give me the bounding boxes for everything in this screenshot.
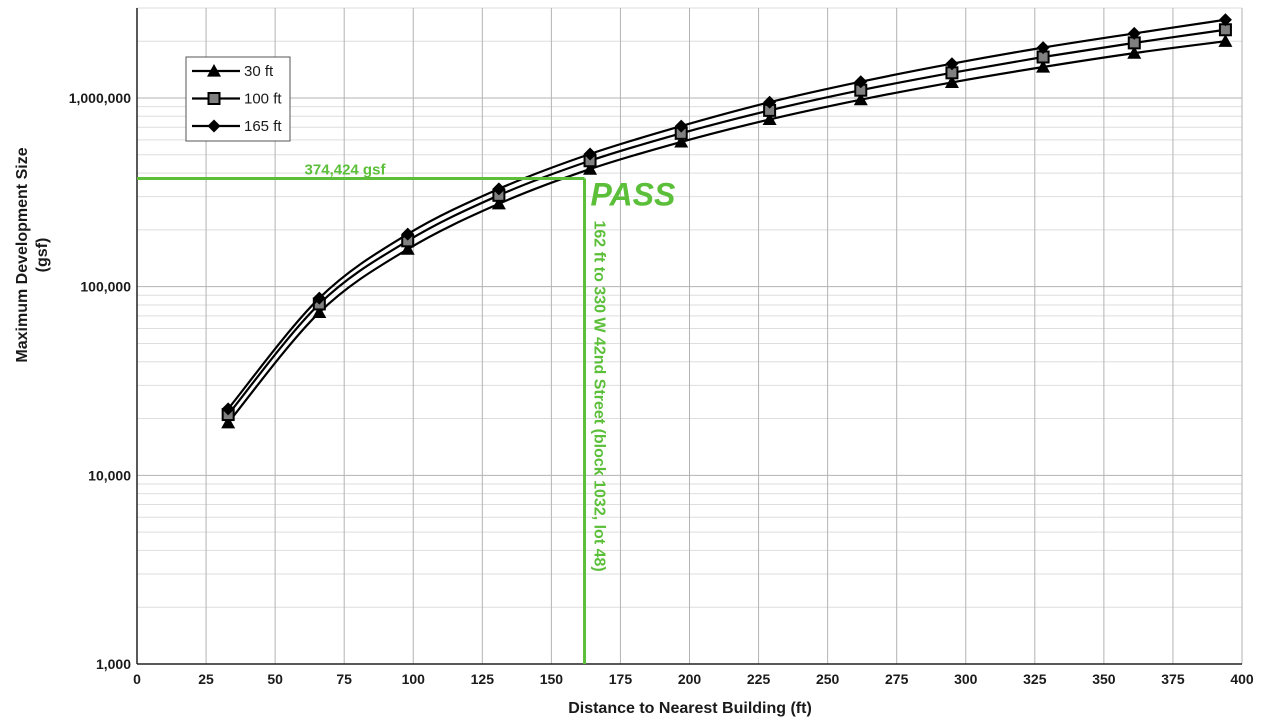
data-point: [312, 305, 327, 319]
data-point: [1218, 34, 1233, 47]
series-line: [227, 28, 1226, 416]
legend-marker: [207, 92, 221, 105]
data-point: [583, 147, 597, 161]
legend: 30 ft 100 ft 165 ft: [185, 56, 291, 142]
axis-frame: [136, 8, 1242, 665]
data-point: [401, 227, 415, 241]
data-point: [674, 119, 688, 133]
series-triangle: [221, 34, 1233, 429]
series-line: [227, 18, 1226, 410]
data-point: [1036, 41, 1050, 55]
y-axis-title: Maximum Development Size: [14, 147, 31, 362]
x-tick-label: 100: [402, 671, 426, 687]
y-tick-label: 1,000,000: [69, 90, 131, 106]
series-layer: [221, 13, 1233, 429]
legend-marker: [207, 119, 221, 133]
series-square: [221, 23, 1232, 422]
data-point: [1218, 13, 1232, 27]
legend-label: 165 ft: [244, 118, 282, 135]
data-point: [400, 242, 415, 255]
data-point: [583, 162, 598, 175]
x-tick-label: 225: [747, 671, 771, 687]
legend-item: 100 ft: [192, 91, 282, 108]
legend-label: 100 ft: [244, 91, 282, 108]
y-tick-label: 100,000: [80, 279, 131, 295]
data-point: [1127, 46, 1142, 59]
x-tick-label: 275: [885, 671, 909, 687]
x-tick-label: 350: [1092, 671, 1116, 687]
x-tick-label: 375: [1161, 671, 1185, 687]
x-tick-label: 200: [678, 671, 702, 687]
data-point: [674, 134, 689, 148]
x-tick-label: 25: [198, 671, 214, 687]
x-tick-label: 400: [1230, 671, 1254, 687]
data-point: [854, 75, 868, 89]
y-tick-label: 10,000: [88, 467, 131, 483]
threshold-label: 374,424 gsf: [305, 162, 387, 179]
legend-marker: [207, 64, 221, 77]
y-tick-label: 1,000: [96, 656, 131, 672]
data-point: [492, 182, 506, 196]
x-tick-label: 250: [816, 671, 840, 687]
tick-labels: 0 25 50 75 100 125 150 175 200 225 250 275 300 325 350…: [69, 90, 1254, 687]
x-tick-label: 325: [1023, 671, 1047, 687]
data-point: [221, 415, 236, 429]
x-tick-label: 300: [954, 671, 978, 687]
x-tick-label: 150: [540, 671, 564, 687]
x-tick-label: 125: [471, 671, 495, 687]
series-diamond: [221, 13, 1232, 416]
data-point: [1127, 26, 1141, 40]
data-point: [1036, 60, 1051, 73]
x-tick-label: 75: [336, 671, 352, 687]
pass-label: PASS: [591, 177, 676, 213]
data-point: [762, 112, 777, 126]
data-point: [945, 57, 959, 71]
y-axis-title-unit: (gsf): [34, 238, 51, 273]
legend-label: 30 ft: [244, 63, 274, 80]
data-point: [221, 402, 235, 416]
x-tick-label: 0: [133, 671, 141, 687]
annotation-layer: 374,424 gsf PASS 162 ft to 330 W 42nd Stre…: [137, 162, 676, 664]
legend-item: 165 ft: [192, 118, 282, 135]
grid-layer: [136, 7, 1243, 665]
distance-label: 162 ft to 330 W 42nd Street (block 1032,…: [591, 221, 608, 572]
data-point: [853, 92, 868, 106]
data-point: [944, 75, 959, 88]
x-tick-label: 175: [609, 671, 633, 687]
x-tick-label: 50: [267, 671, 283, 687]
data-point: [491, 196, 506, 210]
x-axis-title: Distance to Nearest Building (ft): [568, 700, 812, 717]
data-point: [763, 95, 777, 109]
data-point: [312, 291, 326, 305]
legend-item: 30 ft: [192, 63, 274, 80]
